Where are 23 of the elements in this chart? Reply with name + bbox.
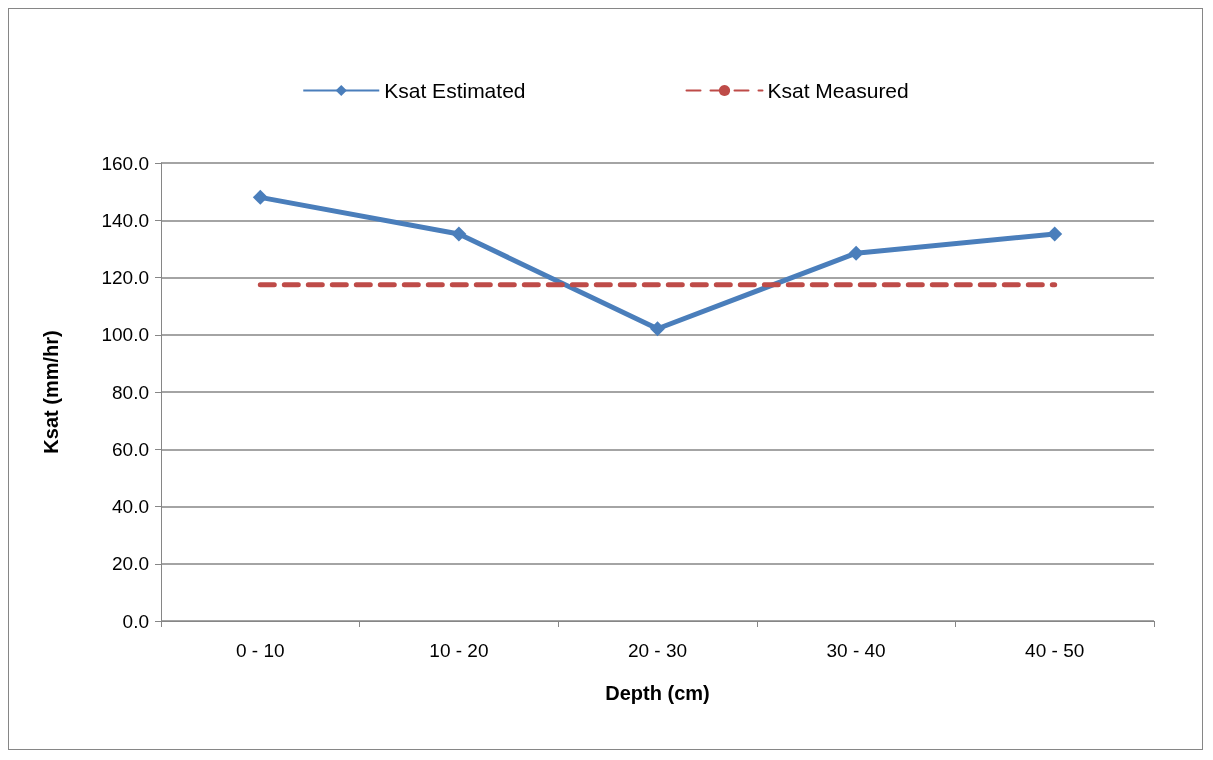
point [451, 226, 467, 242]
x-tick-label: 10 - 20 [429, 640, 489, 661]
point [848, 245, 864, 261]
x-axis-title: Depth (cm) [605, 682, 710, 704]
x-tick-label: 30 - 40 [826, 640, 886, 661]
y-tick-label: 120.0 [101, 267, 149, 288]
legend-label: Ksat Measured [767, 79, 909, 102]
x-tick-label: 0 - 10 [236, 640, 285, 661]
point [1047, 226, 1063, 242]
y-axis-title: Ksat (mm/hr) [40, 330, 62, 454]
y-tick-label: 20.0 [112, 553, 149, 575]
y-tick-label: 140.0 [101, 209, 149, 231]
y-tick-label: 40.0 [112, 496, 149, 517]
y-tick-label: 80.0 [112, 381, 149, 403]
y-tick-label: 160.0 [101, 152, 149, 174]
point [252, 189, 268, 205]
y-tick-label: 0.0 [122, 610, 149, 632]
x-tick-label: 40 - 50 [1025, 640, 1085, 661]
x-tick-label: 20 - 30 [627, 640, 688, 661]
legend-label: Ksat Estimated [384, 79, 526, 102]
y-tick-label: 100.0 [101, 324, 149, 346]
y-tick-label: 60.0 [112, 438, 149, 460]
point [650, 321, 665, 337]
